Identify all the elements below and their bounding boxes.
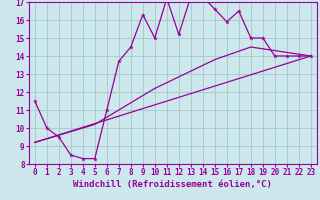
X-axis label: Windchill (Refroidissement éolien,°C): Windchill (Refroidissement éolien,°C) xyxy=(73,180,272,189)
